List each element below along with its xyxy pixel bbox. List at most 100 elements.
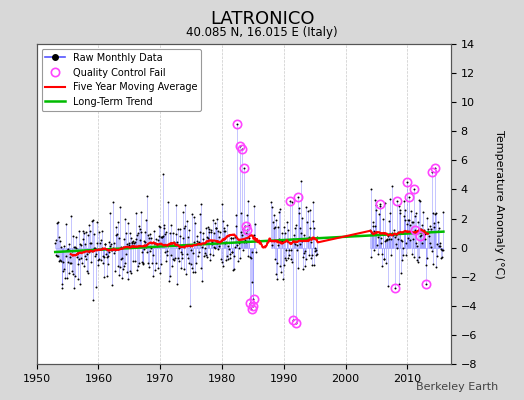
Point (396, 210, 404, 216)
Point (210, 230, 218, 236)
Point (283, 238, 291, 244)
Point (207, 229, 215, 236)
Point (287, 247, 295, 253)
Point (131, 258, 139, 264)
Point (277, 238, 286, 244)
Point (388, 182, 396, 189)
Point (83, 270, 92, 276)
Point (55, 258, 63, 264)
Point (300, 232, 308, 238)
Point (370, 228, 378, 234)
Point (116, 264, 124, 270)
Legend: Raw Monthly Data, Quality Control Fail, Five Year Moving Average, Long-Term Tren: Raw Monthly Data, Quality Control Fail, … (41, 49, 201, 111)
Point (78, 236, 86, 242)
Point (423, 215, 432, 222)
Point (181, 222, 190, 229)
Point (156, 269, 165, 276)
Point (227, 235, 235, 241)
Point (203, 224, 212, 230)
Point (125, 240, 134, 246)
Point (74, 261, 83, 268)
Point (168, 256, 177, 262)
Point (435, 225, 443, 232)
Point (281, 254, 290, 261)
Point (53, 253, 62, 260)
Point (71, 244, 80, 250)
Point (378, 263, 386, 269)
Point (304, 208, 312, 214)
Point (111, 246, 119, 253)
Point (143, 249, 151, 255)
Point (161, 249, 170, 255)
Point (397, 270, 405, 276)
Point (119, 265, 127, 272)
Point (379, 256, 388, 262)
Point (116, 256, 125, 262)
Point (420, 226, 429, 233)
Point (122, 230, 130, 236)
Point (405, 194, 413, 200)
Point (272, 270, 280, 277)
Point (70, 244, 78, 250)
Point (290, 238, 298, 245)
Point (164, 241, 172, 248)
Point (271, 224, 279, 231)
Point (83, 268, 91, 274)
Point (67, 213, 75, 219)
Point (172, 230, 180, 237)
Point (148, 260, 156, 266)
Point (206, 251, 214, 258)
Point (251, 220, 259, 227)
Point (101, 241, 109, 247)
Point (184, 227, 193, 234)
Point (220, 228, 228, 234)
Point (273, 276, 281, 282)
Point (79, 230, 88, 236)
Point (88, 248, 96, 254)
Point (91, 245, 100, 251)
Point (127, 235, 136, 241)
Point (170, 242, 179, 248)
Point (388, 230, 397, 236)
Point (385, 236, 393, 242)
Point (402, 240, 410, 247)
Point (174, 257, 183, 264)
Point (310, 262, 318, 268)
Point (286, 256, 294, 262)
Point (288, 199, 296, 206)
Point (200, 245, 209, 251)
Point (112, 224, 120, 230)
Point (199, 230, 207, 236)
Point (429, 210, 438, 216)
Point (145, 235, 154, 241)
Point (430, 220, 438, 226)
Point (114, 219, 122, 225)
Point (414, 218, 422, 225)
Point (246, 300, 254, 306)
Point (241, 223, 249, 229)
Point (182, 251, 191, 258)
Point (213, 216, 221, 222)
Point (368, 230, 376, 236)
Point (287, 259, 296, 266)
Point (195, 229, 204, 235)
Point (373, 242, 381, 248)
Point (284, 255, 292, 262)
Point (208, 238, 216, 245)
Point (147, 245, 156, 252)
Point (119, 236, 128, 243)
Point (402, 252, 410, 258)
Point (96, 240, 104, 247)
Point (219, 218, 227, 224)
Point (64, 270, 73, 276)
Point (280, 262, 288, 268)
Point (369, 218, 377, 225)
Point (308, 262, 316, 268)
Point (108, 246, 116, 253)
Point (98, 228, 106, 234)
Point (237, 210, 245, 216)
Point (158, 234, 167, 240)
Point (99, 252, 107, 259)
Point (192, 241, 200, 248)
Point (386, 196, 394, 203)
